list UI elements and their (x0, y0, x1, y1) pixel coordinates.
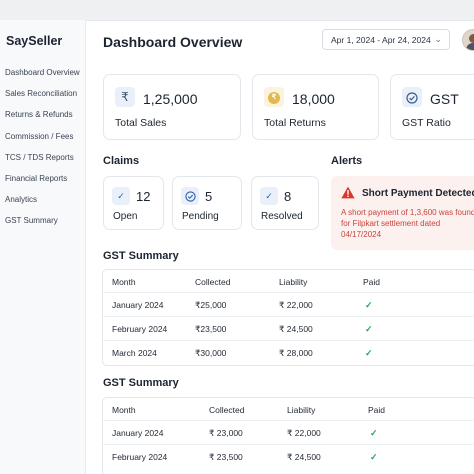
column-header-collected: Collected (209, 405, 245, 415)
stat-label: Total Returns (264, 117, 326, 129)
chevron-down-icon: ⌄ (434, 34, 442, 44)
sidebar-item-returns-refunds[interactable]: Returns & Refunds (5, 110, 73, 120)
cell-month: March 2024 (112, 348, 157, 358)
check-icon: ✓ (370, 452, 378, 462)
column-header-paid: Paid (363, 277, 381, 287)
main-content: Dashboard Overview Apr 1, 2024 - Apr 24,… (86, 20, 474, 474)
claim-label: Resolved (261, 211, 303, 222)
table-row[interactable]: January 2024 ₹ 23,000 ₹ 22,000 ✓ (103, 421, 474, 445)
claim-card-resolved[interactable]: ✓ 8 Resolved (251, 176, 319, 230)
stat-value: GST (430, 91, 459, 107)
check-icon: ✓ (365, 324, 373, 334)
rupee-icon: ₹ (115, 87, 135, 107)
cell-collected: ₹ 23,500 (209, 452, 243, 462)
alert-title: Short Payment Detected (362, 188, 474, 199)
column-header-month: Month (112, 405, 136, 415)
check-circle-icon (181, 187, 199, 205)
table-header-row: Month Collected Liability Paid (103, 398, 474, 421)
page-title: Dashboard Overview (103, 34, 243, 50)
stat-label: GST Ratio (402, 117, 451, 129)
sidebar-item-sales-reconciliation[interactable]: Sales Reconciliation (5, 89, 78, 99)
table-row[interactable]: February 2024 ₹ 23,500 ₹ 24,500 ✓ (103, 445, 474, 469)
claim-label: Open (113, 211, 138, 222)
stat-card-gst-ratio: GST GST Ratio (390, 74, 474, 140)
table-header-row: Month Collected Liability Paid (103, 270, 474, 293)
check-icon: ✓ (370, 428, 378, 438)
cell-collected: ₹30,000 (195, 348, 227, 358)
gst-summary-title: GST Summary (103, 250, 179, 262)
claim-count: 8 (284, 189, 292, 204)
check-icon: ✓ (365, 300, 373, 310)
sidebar-item-analytics[interactable]: Analytics (5, 195, 38, 205)
check-circle-icon (402, 87, 422, 107)
alerts-title: Alerts (331, 155, 363, 167)
cell-liability: ₹ 24,500 (279, 324, 313, 334)
stat-value: 1,25,000 (143, 91, 198, 107)
alert-card[interactable]: Short Payment Detected A short payment o… (331, 176, 474, 250)
coin-icon: ₹ (264, 87, 284, 107)
gst-summary-table-2: Month Collected Liability Paid January 2… (102, 397, 474, 474)
sidebar (0, 20, 86, 474)
gst-summary-table: Month Collected Liability Paid January 2… (102, 269, 474, 366)
sidebar-item-tcs-tds-reports[interactable]: TCS / TDS Reports (5, 152, 74, 162)
stat-card-total-returns: ₹ 18,000 Total Returns (252, 74, 379, 140)
claims-title: Claims (103, 155, 140, 167)
cell-collected: ₹25,000 (195, 300, 227, 310)
gst-summary-title-2: GST Summary (103, 377, 179, 389)
column-header-liability: Liability (287, 405, 316, 415)
claim-label: Pending (182, 211, 219, 222)
sidebar-nav: Dashboard Overview Sales Reconciliation … (5, 67, 80, 237)
stat-card-total-sales: ₹ 1,25,000 Total Sales (103, 74, 241, 140)
claim-count: 5 (205, 189, 213, 204)
table-row[interactable]: January 2024 ₹25,000 ₹ 22,000 ✓ (103, 293, 474, 317)
sidebar-item-dashboard-overview[interactable]: Dashboard Overview (5, 68, 80, 77)
date-range-picker[interactable]: Apr 1, 2024 - Apr 24, 2024 ⌄ (322, 29, 450, 50)
app-logo[interactable]: SaySeller (6, 34, 63, 48)
cell-collected: ₹ 23,000 (209, 428, 243, 438)
avatar-head (469, 34, 474, 43)
claim-count: 12 (136, 189, 151, 204)
column-header-collected: Collected (195, 277, 231, 287)
column-header-paid: Paid (368, 405, 386, 415)
cell-liability: ₹ 22,000 (279, 300, 313, 310)
stat-value: 18,000 (292, 91, 335, 107)
check-icon: ✓ (260, 187, 278, 205)
cell-liability: ₹ 22,000 (287, 428, 321, 438)
cell-month: January 2024 (112, 428, 164, 438)
claim-card-pending[interactable]: 5 Pending (172, 176, 242, 230)
avatar[interactable] (462, 29, 474, 51)
cell-collected: ₹23,500 (195, 324, 227, 334)
date-range-label: Apr 1, 2024 - Apr 24, 2024 (331, 35, 431, 45)
cell-month: January 2024 (112, 300, 164, 310)
alert-text: A short payment of 1,3,600 was found for… (341, 208, 474, 239)
check-icon: ✓ (365, 348, 373, 358)
column-header-liability: Liability (279, 277, 308, 287)
table-row[interactable]: February 2024 ₹23,500 ₹ 24,500 ✓ (103, 317, 474, 341)
stat-label: Total Sales (115, 117, 167, 129)
cell-month: February 2024 (112, 452, 168, 462)
sidebar-item-financial-reports[interactable]: Financial Reports (5, 173, 68, 183)
check-icon: ✓ (112, 187, 130, 205)
cell-month: February 2024 (112, 324, 168, 334)
table-row[interactable]: March 2024 ₹30,000 ₹ 28,000 ✓ (103, 341, 474, 365)
avatar-body (466, 43, 474, 50)
column-header-month: Month (112, 277, 136, 287)
cell-liability: ₹ 28,000 (279, 348, 313, 358)
sidebar-item-commission-fees[interactable]: Commission / Fees (5, 131, 74, 141)
sidebar-item-gst-summary[interactable]: GST Summary (5, 216, 58, 226)
cell-liability: ₹ 24,500 (287, 452, 321, 462)
warning-icon (341, 186, 355, 199)
claim-card-open[interactable]: ✓ 12 Open (103, 176, 164, 230)
